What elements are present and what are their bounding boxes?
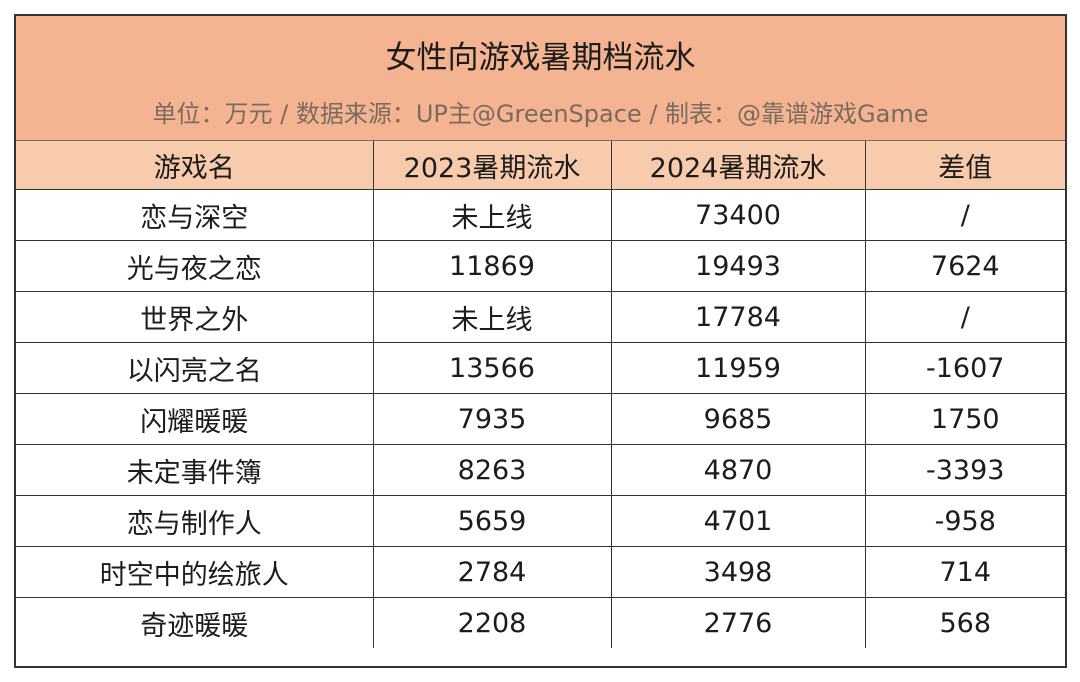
cell-difference: -958 <box>864 495 1065 547</box>
cell-revenue-2024: 4870 <box>610 444 866 496</box>
cell-revenue-2024: 2776 <box>610 597 866 648</box>
table-row: 时空中的绘旅人 2784 3498 714 <box>16 546 1065 598</box>
cell-difference: 7624 <box>864 240 1065 292</box>
cell-game-name: 恋与制作人 <box>16 495 374 547</box>
table-row: 闪耀暖暖 7935 9685 1750 <box>16 393 1065 445</box>
cell-revenue-2024: 11959 <box>610 342 866 394</box>
table-row: 光与夜之恋 11869 19493 7624 <box>16 240 1065 292</box>
cell-revenue-2023: 13566 <box>372 342 612 394</box>
cell-revenue-2023: 2784 <box>372 546 612 598</box>
cell-difference: / <box>864 189 1065 241</box>
table-row: 奇迹暖暖 2208 2776 568 <box>16 597 1065 648</box>
header-game-name: 游戏名 <box>16 141 374 190</box>
cell-difference: / <box>864 291 1065 343</box>
table-row: 恋与深空 未上线 73400/ <box>16 189 1065 241</box>
revenue-table: 游戏名 2023暑期流水 2024暑期流水 差值 恋与深空 未上线 73400/光与… <box>16 141 1065 648</box>
cell-revenue-2024: 73400 <box>610 189 866 241</box>
cell-revenue-2023: 未上线 <box>372 189 612 241</box>
cell-difference: 714 <box>864 546 1065 598</box>
cell-game-name: 世界之外 <box>16 291 374 343</box>
cell-revenue-2023: 11869 <box>372 240 612 292</box>
cell-revenue-2024: 3498 <box>610 546 866 598</box>
cell-difference: 568 <box>864 597 1065 648</box>
cell-difference: -1607 <box>864 342 1065 394</box>
cell-game-name: 闪耀暖暖 <box>16 393 374 445</box>
header-revenue-2024: 2024暑期流水 <box>610 141 866 190</box>
cell-revenue-2023: 7935 <box>372 393 612 445</box>
table-row: 恋与制作人 5659 4701 -958 <box>16 495 1065 547</box>
table-row: 世界之外 未上线 17784/ <box>16 291 1065 343</box>
cell-revenue-2024: 19493 <box>610 240 866 292</box>
header-row: 游戏名 2023暑期流水 2024暑期流水 差值 <box>16 141 1065 190</box>
table-body: 恋与深空 未上线 73400/光与夜之恋 11869 19493 7624 世界之外 未上线 1… <box>16 189 1065 648</box>
cell-game-name: 未定事件簿 <box>16 444 374 496</box>
cell-game-name: 时空中的绘旅人 <box>16 546 374 598</box>
table-title: 女性向游戏暑期档流水 <box>385 40 696 76</box>
cell-difference: -3393 <box>864 444 1065 496</box>
cell-difference: 1750 <box>864 393 1065 445</box>
cell-revenue-2024: 4701 <box>610 495 866 547</box>
header-revenue-2023: 2023暑期流水 <box>372 141 612 190</box>
cell-revenue-2023: 未上线 <box>372 291 612 343</box>
cell-game-name: 以闪亮之名 <box>16 342 374 394</box>
cell-revenue-2023: 2208 <box>372 597 612 648</box>
table-subtitle: 单位：万元 / 数据来源：UP主@GreenSpace / 制表：@靠谱游戏Ga… <box>152 100 929 128</box>
cell-revenue-2023: 5659 <box>372 495 612 547</box>
cell-game-name: 恋与深空 <box>16 189 374 241</box>
cell-revenue-2024: 9685 <box>610 393 866 445</box>
table-row: 未定事件簿 8263 4870 -3393 <box>16 444 1065 496</box>
cell-revenue-2024: 17784 <box>610 291 866 343</box>
revenue-table-card: 女性向游戏暑期档流水 单位：万元 / 数据来源：UP主@GreenSpace /… <box>14 14 1067 668</box>
table-row: 以闪亮之名 13566 11959 -1607 <box>16 342 1065 394</box>
title-block: 女性向游戏暑期档流水 单位：万元 / 数据来源：UP主@GreenSpace /… <box>16 16 1065 141</box>
header-difference: 差值 <box>864 141 1065 190</box>
cell-game-name: 奇迹暖暖 <box>16 597 374 648</box>
cell-game-name: 光与夜之恋 <box>16 240 374 292</box>
cell-revenue-2023: 8263 <box>372 444 612 496</box>
